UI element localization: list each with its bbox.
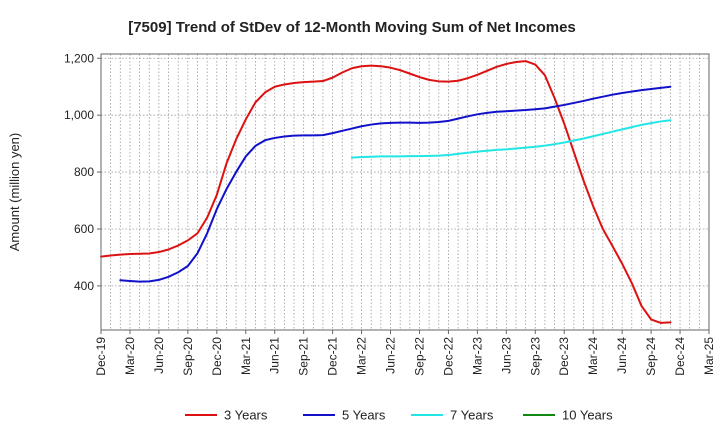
x-tick-label: Mar-23 [470, 337, 484, 375]
y-tick-label: 1,200 [64, 51, 94, 65]
series-line-7-years [350, 119, 672, 159]
x-tick-label: Dec-23 [557, 337, 571, 376]
x-tick-label: Dec-20 [210, 337, 224, 376]
y-tick-label: 1,000 [64, 108, 94, 122]
x-axis-ticks: Dec-19 Mar-20 Jun-20 Sep-20 Dec-20 Mar-21 Jun-… [94, 330, 716, 376]
x-tick-label: Mar-21 [239, 337, 253, 375]
x-tick-label: Sep-21 [297, 337, 311, 376]
legend-label-10-years: 10 Years [562, 408, 613, 423]
x-tick-label: Dec-19 [94, 337, 108, 376]
y-tick-label: 400 [74, 279, 94, 293]
series-lines [100, 60, 672, 324]
series-line-5-years [119, 85, 672, 283]
x-tick-label: Jun-24 [615, 337, 629, 374]
y-axis-label: Amount (million yen) [7, 133, 22, 252]
x-tick-label: Sep-24 [644, 337, 658, 376]
x-tick-label: Sep-20 [181, 337, 195, 376]
plot-border [100, 53, 710, 331]
x-tick-label: Jun-23 [499, 337, 513, 374]
grid-lines [101, 54, 709, 330]
x-tick-label: Dec-24 [673, 337, 687, 376]
legend-label-5-years: 5 Years [342, 408, 386, 423]
x-tick-label: Sep-23 [528, 337, 542, 376]
y-tick-label: 600 [74, 222, 94, 236]
plot-area [101, 54, 709, 330]
x-tick-label: Jun-21 [268, 337, 282, 374]
x-tick-label: Mar-22 [355, 337, 369, 375]
x-tick-label: Mar-25 [702, 337, 716, 375]
y-axis-ticks: 400 600 800 1,000 1,200 [64, 51, 101, 293]
series-line-3-years [100, 60, 672, 324]
x-tick-label: Jun-20 [152, 337, 166, 374]
chart-title: [7509] Trend of StDev of 12-Month Moving… [128, 19, 576, 36]
x-tick-label: Mar-20 [123, 337, 137, 375]
legend: 3 Years 5 Years 7 Years 10 Years [185, 408, 613, 423]
y-tick-label: 800 [74, 165, 94, 179]
legend-label-3-years: 3 Years [224, 408, 268, 423]
x-tick-label: Dec-21 [326, 337, 340, 376]
x-tick-label: Jun-22 [384, 337, 398, 374]
x-tick-label: Mar-24 [586, 337, 600, 375]
x-tick-label: Dec-22 [441, 337, 455, 376]
x-tick-label: Sep-22 [412, 337, 426, 376]
legend-label-7-years: 7 Years [450, 408, 494, 423]
